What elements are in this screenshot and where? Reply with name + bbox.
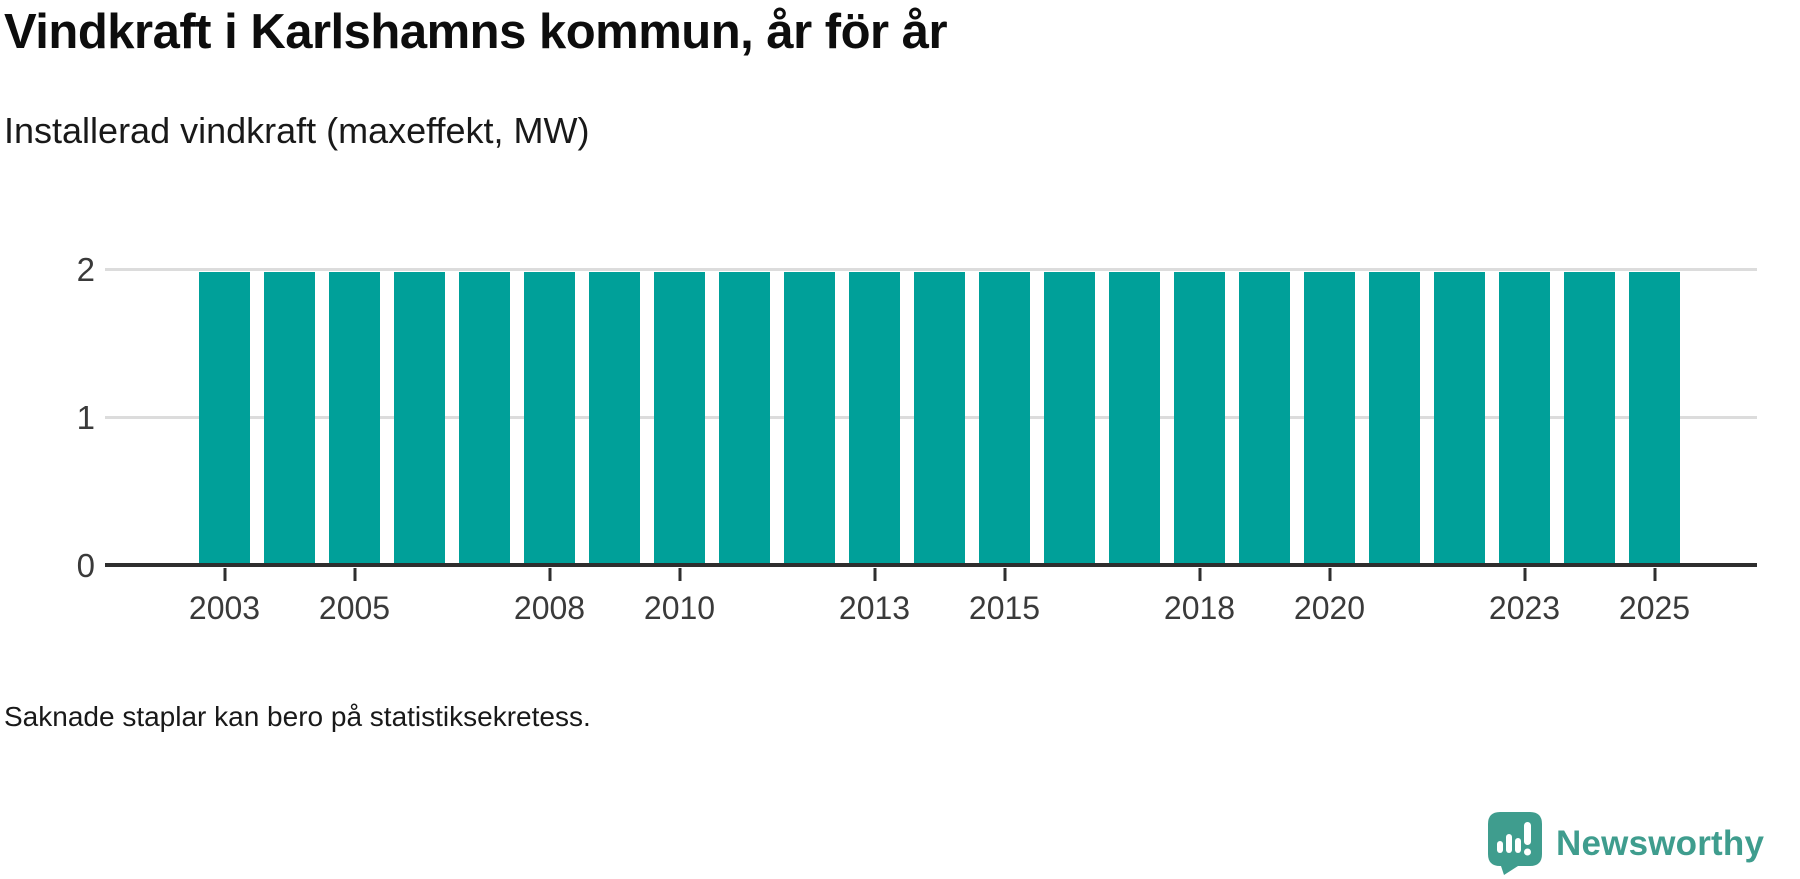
chart-subtitle: Installerad vindkraft (maxeffekt, MW) [4,110,590,151]
newsworthy-logo-icon [1488,812,1542,875]
bar-2008 [524,272,575,566]
bar-2003 [199,272,250,566]
bar-2013 [849,272,900,566]
newsworthy-logo: Newsworthy [1488,812,1764,875]
x-label-2008: 2008 [513,590,586,626]
bar-2018 [1174,272,1225,566]
x-tick-2008 [548,568,551,581]
x-label-2025: 2025 [1618,590,1691,626]
plot-area [105,210,1757,581]
x-tick-2003 [223,568,226,581]
x-label-2020: 2020 [1293,590,1366,626]
y-label-2: 2 [76,250,95,288]
footnote: Saknade staplar kan bero på statistiksek… [4,701,591,732]
x-label-2015: 2015 [968,590,1041,626]
x-tick-2018 [1198,568,1201,581]
x-label-2013: 2013 [838,590,911,626]
bar-2009 [589,272,640,566]
y-label-1: 1 [76,398,95,436]
bar-2023 [1499,272,1550,566]
bar-2010 [654,272,705,566]
bar-2022 [1434,272,1485,566]
bar-2005 [329,272,380,566]
x-label-2018: 2018 [1163,590,1236,626]
bar-2014 [914,272,965,566]
bar-2019 [1239,272,1290,566]
gridline-y2 [105,268,1757,271]
bar-2012 [784,272,835,566]
bar-2007 [459,272,510,566]
bar-2020 [1304,272,1355,566]
x-tick-2015 [1003,568,1006,581]
bar-2025 [1629,272,1680,566]
bar-2016 [1044,272,1095,566]
x-label-2023: 2023 [1488,590,1561,626]
x-label-2005: 2005 [318,590,391,626]
x-tick-2020 [1328,568,1331,581]
x-tick-2005 [353,568,356,581]
bar-2004 [264,272,315,566]
x-tick-2013 [873,568,876,581]
chart-title: Vindkraft i Karlshamns kommun, år för år [4,5,948,59]
y-label-0: 0 [76,547,95,584]
x-tick-2023 [1523,568,1526,581]
x-label-2003: 2003 [188,590,261,626]
x-tick-2025 [1653,568,1656,581]
bar-2006 [394,272,445,566]
newsworthy-logo-text: Newsworthy [1556,823,1765,863]
x-axis-line [105,563,1757,567]
x-tick-2010 [678,568,681,581]
bar-2015 [979,272,1030,566]
bar-2021 [1369,272,1420,566]
bar-2011 [719,272,770,566]
bar-2024 [1564,272,1615,566]
x-label-2010: 2010 [643,590,716,626]
bar-2017 [1109,272,1160,566]
